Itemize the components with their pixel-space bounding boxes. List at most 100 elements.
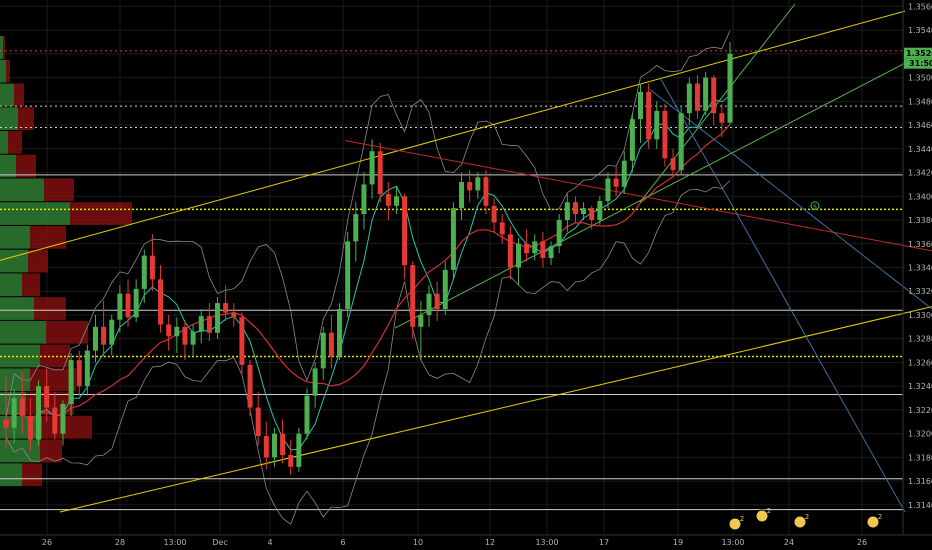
event-markers[interactable]: $2 2 2 2: [728, 201, 882, 531]
candle-body: [581, 208, 587, 215]
candle-body: [353, 214, 359, 242]
trend-line: [394, 48, 932, 329]
candle-body: [377, 151, 383, 194]
candle-body: [621, 160, 627, 187]
candle-body: [158, 279, 164, 325]
candle-body: [524, 243, 530, 254]
candle: [255, 392, 261, 446]
candle-body: [328, 332, 334, 357]
candle-body: [223, 303, 229, 313]
event-marker-count: 2: [767, 507, 771, 515]
candle-body: [703, 77, 709, 111]
event-marker[interactable]: 2: [755, 507, 771, 523]
candle-body: [369, 151, 375, 185]
candle-body: [467, 182, 473, 191]
trend-lines: [0, 3, 932, 513]
candle-body: [36, 386, 42, 440]
price-tick-label: 1.34400: [908, 145, 932, 154]
candle-body: [304, 395, 310, 434]
time-axis[interactable]: 26 28 13:00 Dec 4 6 10 12 13:00 17 19 13:00 24 26: [0, 534, 932, 547]
volume-bar-down: [28, 249, 48, 273]
price-tick-label: 1.34200: [908, 169, 932, 178]
volume-bar-up: [0, 463, 22, 487]
trend-line: [59, 306, 932, 513]
candle-body: [727, 53, 733, 123]
volume-bar-down: [6, 59, 10, 83]
current-price-tag: 1.3520131:50: [904, 47, 932, 69]
candle: [621, 151, 627, 194]
candle-body: [638, 91, 644, 120]
dollar-marker[interactable]: $: [810, 201, 820, 211]
candle-body: [109, 319, 115, 345]
candle-body: [711, 77, 717, 114]
candle: [271, 427, 277, 467]
candle-body: [255, 407, 261, 437]
time-tick-label: 12: [485, 538, 495, 547]
candle: [703, 71, 709, 116]
time-tick-label: 17: [599, 538, 609, 547]
price-tick-label: 1.32400: [908, 382, 932, 391]
event-marker[interactable]: 2: [793, 513, 809, 529]
price-tick-label: 1.34800: [908, 97, 932, 106]
candle: [288, 439, 294, 476]
candle: [597, 196, 603, 225]
candle: [36, 380, 42, 446]
candle: [719, 103, 725, 137]
candle-body: [280, 433, 286, 456]
volume-bar-down: [46, 320, 88, 344]
volume-bar-down: [16, 154, 36, 178]
candle-body: [27, 415, 33, 440]
event-marker-badge: [728, 517, 742, 531]
candle-body: [393, 196, 399, 206]
volume-bar-up: [0, 107, 18, 130]
candle: [361, 172, 367, 230]
candle-body: [239, 317, 245, 365]
candle: [410, 261, 416, 339]
candle-body: [101, 326, 107, 345]
candle-body: [572, 202, 578, 215]
trend-line: [649, 89, 932, 310]
volume-bar-down: [70, 202, 132, 225]
candle: [459, 172, 465, 221]
candle-body: [52, 407, 58, 434]
candle: [345, 231, 351, 318]
candle-body: [125, 293, 131, 318]
event-marker[interactable]: 2: [728, 515, 744, 531]
candle: [442, 261, 448, 315]
candle: [182, 319, 188, 361]
candle: [158, 265, 164, 333]
candle: [711, 75, 717, 126]
event-marker-count: 2: [878, 513, 882, 521]
volume-bar-down: [44, 178, 74, 202]
candle-body: [44, 386, 50, 408]
candle: [223, 285, 229, 321]
candle: [174, 317, 180, 353]
candle-body: [694, 83, 700, 111]
candle: [686, 77, 692, 126]
candle-body: [475, 177, 481, 191]
candle-body: [442, 269, 448, 310]
event-marker[interactable]: 2: [866, 513, 882, 529]
volume-bar-up: [0, 83, 14, 107]
volume-bar-down: [42, 415, 92, 439]
candle: [337, 303, 343, 361]
volume-bar-down: [14, 83, 24, 107]
volume-bar-up: [0, 154, 16, 178]
candle-body: [231, 312, 237, 318]
candle: [296, 427, 302, 472]
candle: [198, 309, 204, 344]
price-tick-label: 1.35400: [908, 26, 932, 35]
candle: [556, 214, 562, 254]
candle: [239, 312, 245, 375]
candle: [92, 314, 98, 363]
candle: [646, 83, 652, 149]
slow-moving-average: [5, 124, 731, 428]
candle-body: [556, 220, 562, 247]
candle-body: [60, 403, 66, 434]
price-axis[interactable]: 1.356001.354001.352001.350001.348001.346…: [902, 0, 932, 535]
candle: [491, 198, 497, 232]
candle-body: [402, 196, 408, 266]
candle-body: [263, 436, 269, 458]
candle-body: [141, 255, 147, 289]
